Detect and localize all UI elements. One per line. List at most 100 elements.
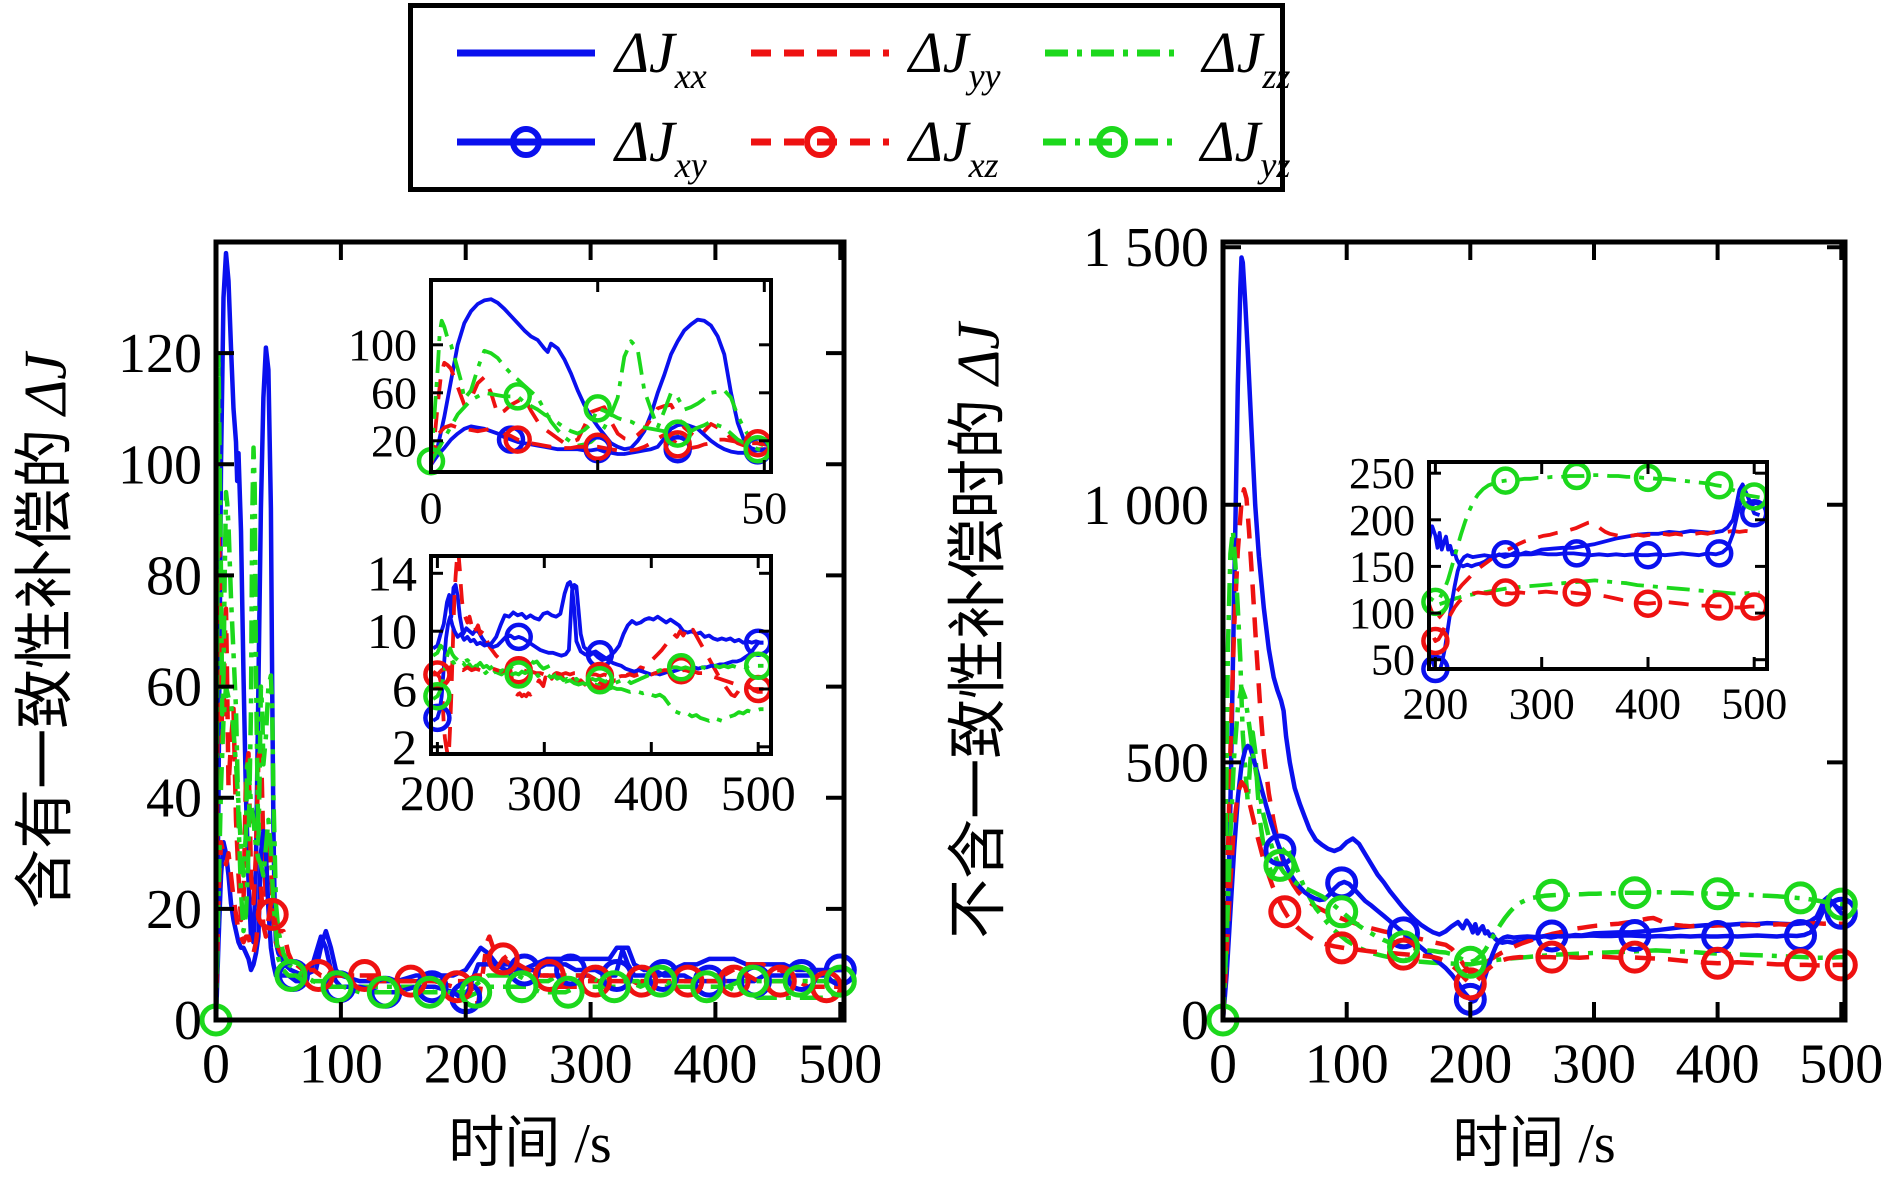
x-tick-label: 300 [1509,679,1575,728]
y-tick-label: 6 [392,661,417,717]
legend-sample-marker [1095,126,1128,159]
legend-entry-jxz: ΔJxz [707,109,999,186]
marker-xy [1535,919,1569,953]
marker-xz [1824,948,1858,982]
marker-xy [423,703,452,733]
legend-entry-jyy: ΔJyy [707,19,1001,96]
marker-yz [423,681,452,711]
marker-xz [1421,626,1450,656]
marker-yz [505,970,539,1004]
series-markers [1206,833,1858,1037]
legend-sample-line-xz [750,126,889,159]
marker-yz [1453,945,1487,979]
y-tick-label: 60 [371,367,417,418]
inset-background [431,280,771,472]
legend-row-2: ΔJxy ΔJxz ΔJyz [413,98,1290,188]
legend-entry-jxx: ΔJxx [413,19,707,96]
axis-box [1220,239,1848,1023]
marker-xz [503,425,532,454]
marker-yz [823,964,857,998]
y-tick-label: 0 [1181,990,1209,1052]
y-tick-label: 200 [1349,496,1415,545]
marker-xy [1618,919,1652,952]
x-tick-label: 400 [614,765,689,821]
x-tick-label: 500 [1799,1034,1883,1095]
y-tick-label: 250 [1349,449,1415,498]
series-line-zz [1428,578,1760,608]
marker-yz [782,964,816,998]
legend-sample-marker [510,126,542,159]
series-lines [430,297,772,466]
legend-entry-jyz: ΔJyz [999,109,1291,186]
axis-box [429,278,773,474]
legend-sample-line-yz [1042,126,1181,159]
marker-yz [366,975,400,1009]
right-xaxis-title: 时间 /s [1324,1098,1744,1177]
y-tick-label: 0 [174,990,202,1052]
x-tick-label: 300 [1552,1034,1636,1095]
series-line-yz [432,646,764,701]
y-tick-label: 1 500 [1083,217,1209,279]
marker-yz [644,964,677,998]
marker-xz [1491,578,1520,607]
y-tick-label: 80 [146,545,202,607]
legend-label-jyy: ΔJyy [908,19,1001,96]
axis-box [429,554,773,756]
marker-xy [1704,539,1734,568]
y-tick-label: 100 [348,319,417,370]
x-tick-label: 100 [299,1034,383,1095]
legend-sample-line-xx [457,49,595,57]
legend-row-1: ΔJxx ΔJyy ΔJzz [413,8,1290,98]
x-tick-label: 200 [1428,1034,1512,1095]
y-tick-label: 40 [146,768,202,830]
legend-label-jzz: ΔJzz [1202,19,1291,96]
series-line-xy [215,828,844,1021]
legend-entry-jxy: ΔJxy [413,109,707,186]
marker-yz [503,382,532,411]
marker-yz [690,970,724,1004]
marker-yz [663,419,692,448]
marker-xz [255,897,289,931]
marker-yz [1387,930,1420,964]
legend-label-jyz: ΔJyz [1200,109,1291,186]
marker-xy [1633,540,1663,570]
marker-yz [1491,466,1520,495]
x-tick-label: 100 [1305,1034,1389,1095]
left-xaxis-title-text: 时间 /s [448,1113,612,1175]
x-tick-label: 400 [673,1034,757,1095]
x-tick-label: 200 [1402,679,1468,728]
series-line-zz [1222,528,1846,1021]
y-tick-label: 14 [367,545,417,601]
legend-label-jxz: ΔJxz [908,109,999,186]
marker-yz [1704,471,1734,500]
marker-yz [1784,881,1817,915]
legend-label-jxx: ΔJxx [615,19,707,96]
y-tick-label: 1 000 [1083,475,1209,537]
x-tick-label: 400 [1676,1034,1760,1095]
marker-xz [663,430,692,459]
axis-box [213,239,847,1023]
x-tick-label: 300 [549,1034,633,1095]
marker-xz [486,942,520,976]
marker-yz [1535,878,1569,912]
legend-sample-line-zz [1044,49,1183,57]
marker-yz [459,975,493,1009]
right-yaxis-title: 不含一致性补偿时的 ΔJ [930,323,1017,939]
y-tick-label: 2 [392,719,417,775]
marker-xy [1387,916,1420,950]
x-tick-label: 0 [420,483,443,534]
marker-yz [736,964,770,998]
x-tick-label: 500 [721,765,796,821]
x-tick-label: 0 [202,1034,230,1095]
y-tick-label: 100 [1349,589,1415,638]
marker-xz [1562,578,1591,607]
legend-label-jxy: ΔJxy [615,109,707,186]
y-tick-label: 120 [118,323,202,385]
series-line-zz [432,643,764,723]
marker-xz [348,959,382,992]
marker-xy [1491,540,1520,569]
series-line-xy [1222,743,1846,1021]
legend-sample-line-xy [457,126,595,159]
